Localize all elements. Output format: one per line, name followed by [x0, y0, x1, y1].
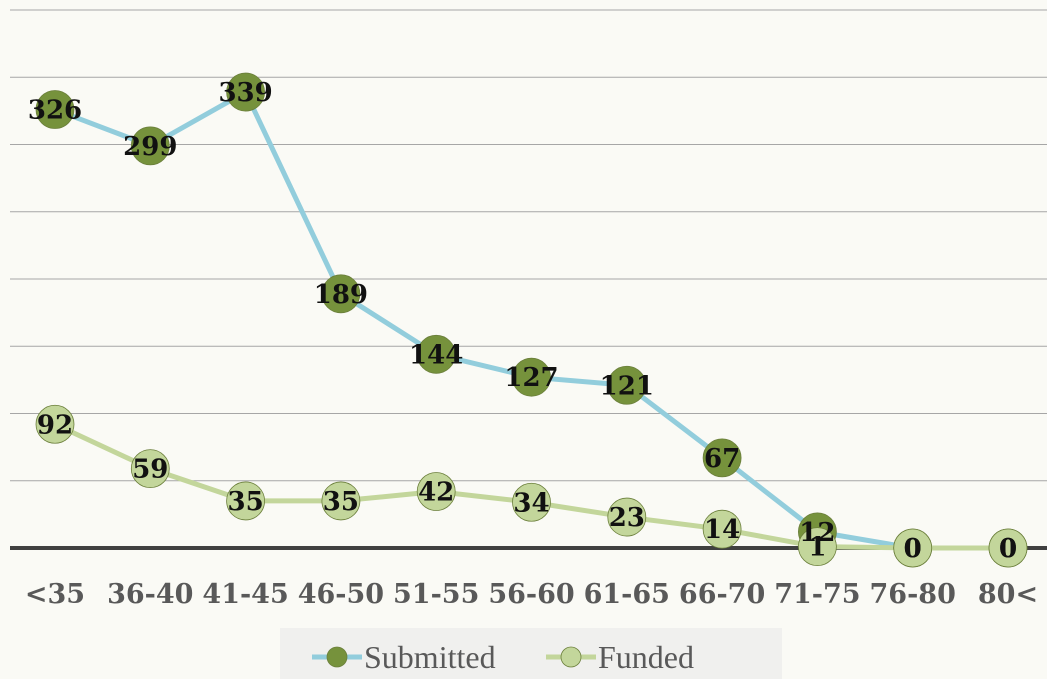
data-point-marker: [130, 126, 170, 166]
x-tick-label: 80<: [978, 579, 1038, 610]
data-labels: 326 299 339 189 144 127 121 67 12 0 0 92 59 35 35 42 34 2…: [28, 78, 1017, 564]
data-point-marker: [893, 528, 933, 568]
data-point-marker: [988, 528, 1028, 568]
data-point-marker: [416, 472, 456, 511]
x-tick-label: 46-50: [298, 579, 384, 610]
data-label: 0: [904, 534, 922, 564]
data-label: 0: [904, 534, 922, 564]
data-label: 12: [799, 518, 835, 548]
data-point-marker: [702, 509, 742, 549]
data-point-marker: [607, 365, 647, 405]
x-tick-label: 61-65: [584, 579, 670, 610]
data-label: 326: [28, 96, 82, 126]
x-tick-label: 71-75: [774, 579, 860, 610]
data-label: 299: [123, 132, 177, 162]
data-label: 92: [37, 410, 73, 440]
data-point-marker: [702, 438, 742, 478]
x-tick-label: 36-40: [107, 579, 193, 610]
data-label: 14: [704, 515, 740, 545]
legend: Submitted Funded: [280, 628, 782, 679]
data-label: 1: [808, 533, 826, 563]
data-point-marker: [512, 357, 551, 397]
x-tick-label: <35: [25, 579, 85, 610]
x-tick-label: 51-55: [393, 579, 479, 610]
data-point-marker: [226, 72, 266, 112]
data-point-marker: [798, 527, 837, 567]
data-point-marker: [607, 497, 647, 537]
legend-label-funded: Funded: [598, 639, 694, 675]
series-line: [54, 89, 1008, 551]
legend-label-submitted: Submitted: [364, 639, 496, 675]
data-point-marker: [35, 404, 75, 444]
series-lines: [53, 89, 1008, 551]
data-label: 121: [600, 371, 654, 401]
data-label: 189: [314, 280, 368, 310]
data-label: 35: [228, 487, 264, 517]
legend-marker-submitted: [326, 646, 348, 668]
data-point-marker: [416, 334, 456, 374]
legend-background: [280, 628, 782, 679]
data-point-marker: [512, 482, 551, 522]
x-tick-label: 56-60: [488, 579, 574, 610]
data-point-marker: [35, 90, 75, 129]
data-point-marker: [226, 481, 266, 521]
data-label: 67: [704, 444, 740, 474]
data-label: 0: [999, 534, 1017, 564]
data-label: 42: [418, 478, 454, 508]
data-label: 35: [323, 487, 359, 517]
series-markers: [35, 72, 1028, 568]
data-label: 34: [513, 488, 549, 518]
data-label: 127: [504, 363, 558, 393]
gridlines: [10, 9, 1047, 482]
data-label: 0: [999, 534, 1017, 564]
data-point-marker: [321, 274, 361, 314]
data-point-marker: [321, 481, 361, 521]
data-label: 339: [218, 78, 272, 108]
x-tick-label: 41-45: [202, 579, 288, 610]
legend-marker-funded: [560, 646, 582, 668]
x-tick-label: 66-70: [679, 579, 765, 610]
data-label: 144: [409, 340, 463, 370]
data-point-marker: [130, 449, 170, 489]
x-tick-label: 76-80: [870, 579, 956, 610]
x-axis-tick-labels: <35 36-40 41-45 46-50 51-55 56-60 61-65 66-70 71…: [25, 579, 1038, 610]
data-label: 59: [132, 455, 168, 485]
data-label: 23: [609, 503, 645, 533]
